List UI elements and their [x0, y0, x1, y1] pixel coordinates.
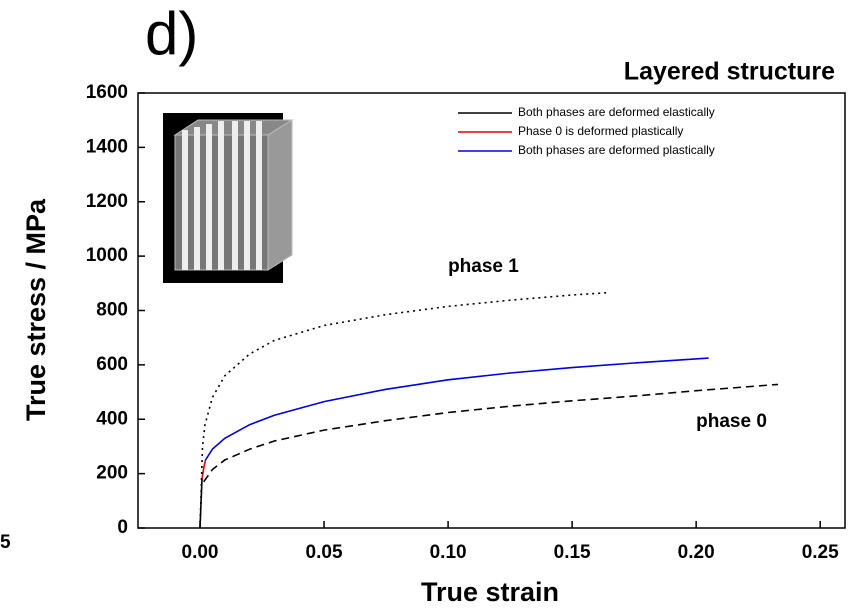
series-line	[204, 384, 778, 481]
fragment: 5	[0, 532, 11, 553]
y-tick-label: 1400	[86, 136, 128, 157]
series-line	[206, 358, 709, 460]
x-tick-label: 0.05	[306, 542, 343, 563]
x-axis-title: True strain	[421, 577, 559, 607]
y-axis-title: True stress / MPa	[21, 198, 51, 421]
x-tick-label: 0.25	[802, 542, 839, 563]
annotation: phase 0	[696, 411, 767, 432]
y-tick-label: 1200	[86, 191, 128, 212]
annotation: phase 1	[448, 256, 519, 277]
y-tick-label: 600	[96, 354, 128, 375]
x-tick-label: 0.20	[678, 542, 715, 563]
page: {"chart_data": {"type": "line", "panel_l…	[0, 0, 864, 611]
series-line	[200, 293, 609, 528]
y-tick-label: 200	[96, 463, 128, 484]
inset-image	[163, 113, 292, 283]
y-tick-label: 800	[96, 300, 128, 321]
y-tick-label: 0	[117, 517, 128, 538]
x-tick-label: 0.00	[182, 542, 219, 563]
series-line	[202, 460, 206, 479]
x-tick-label: 0.10	[430, 542, 467, 563]
chart: d) Layered structure 5 True strain True …	[0, 0, 864, 611]
x-tick-label: 0.15	[554, 542, 591, 563]
panel-label: d)	[145, 0, 198, 67]
y-tick-label: 1600	[86, 82, 128, 103]
legend-label: Both phases are deformed elastically	[518, 105, 715, 119]
legend-label: Both phases are deformed plastically	[518, 143, 715, 157]
y-tick-label: 400	[96, 408, 128, 429]
legend-label: Phase 0 is deformed plastically	[518, 124, 683, 138]
y-tick-label: 1000	[86, 245, 128, 266]
chart-title: Layered structure	[624, 58, 835, 86]
